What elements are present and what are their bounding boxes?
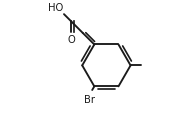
Text: HO: HO — [48, 3, 63, 13]
Text: Br: Br — [84, 95, 95, 105]
Text: O: O — [67, 35, 75, 45]
